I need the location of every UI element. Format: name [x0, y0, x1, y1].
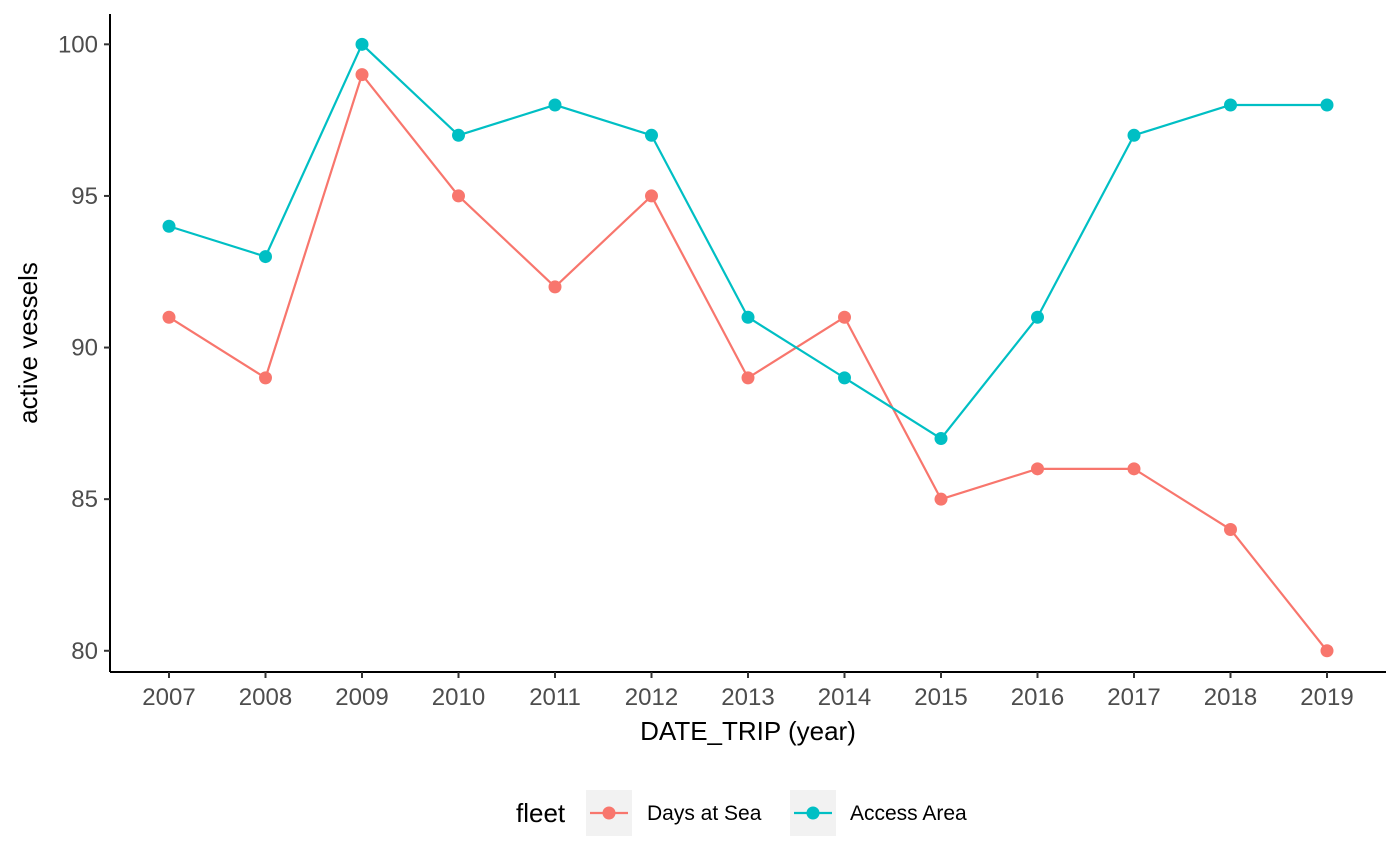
data-point: [259, 250, 272, 264]
data-point: [452, 128, 465, 142]
x-tick-label: 2016: [1011, 684, 1064, 711]
y-ticks: 80 85 90 95 100: [58, 31, 110, 665]
y-tick-label: 95: [71, 183, 98, 210]
x-tick-label: 2007: [142, 684, 195, 711]
legend-key-point: [602, 806, 616, 820]
x-tick-label: 2019: [1300, 684, 1353, 711]
x-tick-label: 2010: [432, 684, 485, 711]
y-axis-title: active vessels: [13, 262, 43, 424]
data-point: [645, 189, 658, 203]
y-tick-label: 85: [71, 486, 98, 513]
series-layer: [162, 37, 1334, 658]
legend-title: fleet: [516, 798, 566, 828]
x-tick-label: 2015: [914, 684, 967, 711]
data-point: [259, 371, 272, 385]
legend-item-access-area: Access Area: [790, 790, 967, 836]
data-point: [934, 432, 948, 446]
legend-item-days-at-sea: Days at Sea: [586, 790, 762, 836]
y-tick-label: 90: [71, 335, 98, 362]
legend-label-days-at-sea: Days at Sea: [647, 802, 762, 825]
data-point: [838, 310, 851, 324]
data-point: [1127, 128, 1141, 142]
y-tick-label: 100: [58, 31, 98, 58]
x-ticks: 2007 2008 2009 2010 2011 2012 2013 2014 2015 2016…: [142, 672, 1354, 711]
data-point: [1224, 522, 1237, 536]
data-point: [548, 98, 562, 112]
x-tick-label: 2008: [239, 684, 292, 711]
data-point: [548, 280, 562, 294]
x-axis-title: DATE_TRIP (year): [640, 716, 856, 746]
data-point: [355, 68, 369, 82]
x-tick-label: 2017: [1107, 684, 1160, 711]
data-point: [741, 310, 755, 324]
data-point: [838, 371, 851, 385]
legend-label-access-area: Access Area: [850, 802, 967, 825]
series-line: [168, 73, 1328, 652]
x-tick-label: 2011: [529, 684, 581, 711]
axes: [109, 14, 1386, 673]
data-point: [1031, 310, 1044, 324]
data-point: [934, 492, 948, 506]
series-access-area: [162, 37, 1334, 446]
data-point: [162, 219, 176, 233]
legend-key-point: [806, 806, 820, 820]
data-point: [162, 310, 176, 324]
data-point: [645, 128, 658, 142]
series-days-at-sea: [162, 68, 1334, 658]
data-point: [1127, 462, 1141, 476]
x-tick-label: 2018: [1204, 684, 1257, 711]
x-tick-label: 2014: [818, 684, 871, 711]
data-point: [1320, 644, 1334, 658]
data-point: [1320, 98, 1334, 112]
data-point: [452, 189, 465, 203]
data-point: [1031, 462, 1044, 476]
data-point: [1224, 98, 1237, 112]
x-tick-label: 2009: [335, 684, 388, 711]
data-point: [355, 37, 369, 51]
data-point: [741, 371, 755, 385]
x-tick-label: 2012: [625, 684, 678, 711]
legend: fleet Days at Sea Access Area: [516, 790, 967, 836]
y-tick-label: 80: [71, 638, 98, 665]
x-tick-label: 2013: [721, 684, 774, 711]
